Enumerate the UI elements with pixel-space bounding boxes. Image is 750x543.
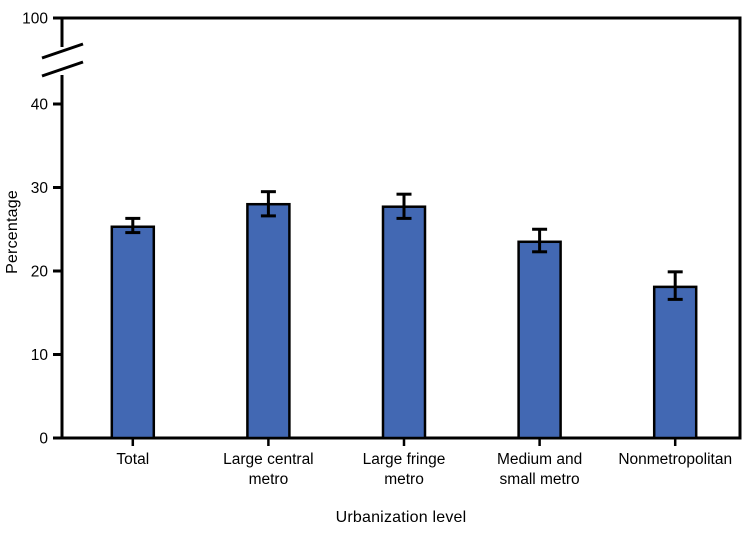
x-axis-title: Urbanization level <box>336 509 467 526</box>
axis-break-slash-icon <box>41 42 84 60</box>
y-tick-label-100: 100 <box>22 11 48 28</box>
x-tick-label-large-fringe-metro: Large fringe metro <box>363 451 446 488</box>
y-tick-label-10: 10 <box>31 347 49 364</box>
y-tick-label-0: 0 <box>39 431 48 448</box>
plot-frame <box>60 16 742 440</box>
axis-break-slash-icon <box>41 60 84 78</box>
bar-medium-and-small-metro <box>517 240 562 440</box>
x-tick-label-large-central-metro: Large central metro <box>223 451 313 488</box>
bar-large-fringe-metro <box>381 205 427 440</box>
x-tick-label-nonmetropolitan: Nonmetropolitan <box>618 451 732 468</box>
x-tick-label-total: Total <box>116 451 149 468</box>
x-axis-ticks <box>131 439 677 446</box>
x-axis-category-labels: Total Large central metro Large fringe metro… <box>116 451 732 488</box>
bar-large-central-metro <box>246 202 291 440</box>
y-axis-title: Percentage <box>4 190 21 274</box>
bar-nonmetropolitan <box>652 285 698 440</box>
y-tick-label-40: 40 <box>31 97 49 114</box>
y-axis-break <box>41 42 84 78</box>
x-tick-label-medium-and-small-metro: Medium and small metro <box>497 451 582 488</box>
bar-total <box>110 225 156 440</box>
bars <box>110 202 698 440</box>
error-bars <box>125 190 683 301</box>
y-tick-label-20: 20 <box>31 264 49 281</box>
y-tick-label-30: 30 <box>31 180 49 197</box>
axis-frame-line <box>60 16 742 440</box>
y-axis-ticks: 0 10 20 30 40 100 <box>22 11 62 448</box>
